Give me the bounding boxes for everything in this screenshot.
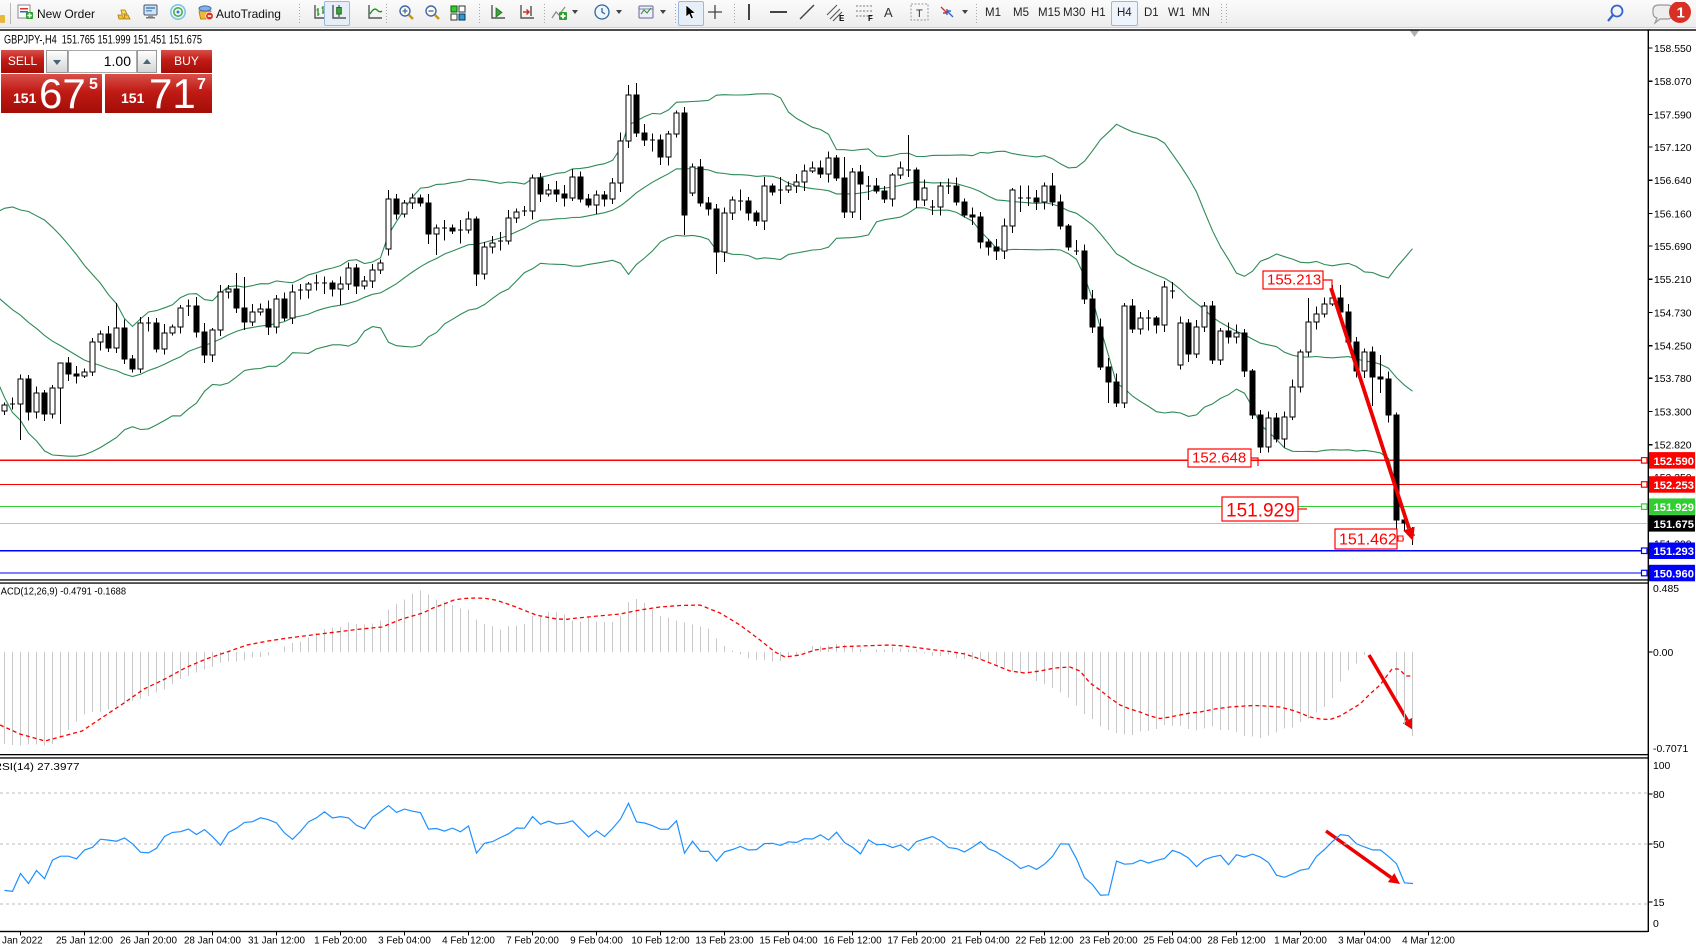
svg-text:152.820: 152.820 [1654,441,1692,452]
svg-text:15 Feb 04:00: 15 Feb 04:00 [759,936,818,947]
svg-text:158.070: 158.070 [1654,77,1692,88]
svg-text:1: 1 [1677,5,1685,22]
svg-text:157.120: 157.120 [1654,143,1692,154]
svg-text:152.253: 152.253 [1654,480,1694,492]
svg-text:1 Feb 20:00: 1 Feb 20:00 [314,936,367,947]
svg-text:151.462: 151.462 [1339,532,1397,549]
svg-text:151.929: 151.929 [1226,501,1295,522]
svg-text:151.293: 151.293 [1654,546,1694,558]
svg-text:50: 50 [1653,840,1665,851]
svg-text:T: T [916,8,923,20]
svg-text:GBPJPY-,H4 151.765 151.999 15: GBPJPY-,H4 151.765 151.999 151.451 151.6… [4,35,202,47]
svg-text:26 Jan 20:00: 26 Jan 20:00 [120,936,178,947]
svg-text:25 Jan 12:00: 25 Jan 12:00 [56,936,114,947]
svg-text:RSI(14) 27.3977: RSI(14) 27.3977 [0,762,80,773]
svg-text:3 Feb 04:00: 3 Feb 04:00 [378,936,431,947]
svg-text:31 Jan 12:00: 31 Jan 12:00 [248,936,306,947]
svg-text:100: 100 [1653,761,1671,772]
svg-text:0.485: 0.485 [1653,584,1679,595]
svg-text:13 Feb 23:00: 13 Feb 23:00 [695,936,754,947]
svg-text:153.780: 153.780 [1654,374,1692,385]
svg-text:151.675: 151.675 [1654,519,1694,531]
svg-text:155.210: 155.210 [1654,275,1692,286]
svg-text:158.550: 158.550 [1654,44,1692,55]
svg-text:28 Feb 12:00: 28 Feb 12:00 [1207,936,1266,947]
svg-text:154.250: 154.250 [1654,342,1692,353]
svg-text:16 Feb 12:00: 16 Feb 12:00 [823,936,882,947]
svg-text:4 Feb 12:00: 4 Feb 12:00 [442,936,495,947]
svg-text:4 Mar 12:00: 4 Mar 12:00 [1402,936,1455,947]
svg-text:3 Mar 04:00: 3 Mar 04:00 [1338,936,1391,947]
svg-text:0.00: 0.00 [1653,648,1673,659]
svg-text:7 Feb 20:00: 7 Feb 20:00 [506,936,559,947]
svg-text:155.213: 155.213 [1267,272,1321,289]
svg-text:155.690: 155.690 [1654,242,1692,253]
svg-text:25 Feb 04:00: 25 Feb 04:00 [1143,936,1202,947]
svg-text:23 Feb 20:00: 23 Feb 20:00 [1079,936,1138,947]
svg-text:151.929: 151.929 [1654,502,1694,514]
svg-text:21 Feb 04:00: 21 Feb 04:00 [951,936,1010,947]
svg-text:150.960: 150.960 [1654,569,1694,581]
svg-text:153.300: 153.300 [1654,408,1692,419]
svg-text:80: 80 [1653,790,1665,801]
svg-text:157.590: 157.590 [1654,111,1692,122]
svg-text:Jan 2022: Jan 2022 [2,936,43,947]
svg-text:-0.7071: -0.7071 [1653,744,1688,755]
svg-text:MACD(12,26,9) -0.4791 -0.1688: MACD(12,26,9) -0.4791 -0.1688 [0,587,126,598]
svg-text:156.160: 156.160 [1654,210,1692,221]
svg-text:152.590: 152.590 [1654,456,1694,468]
svg-text:154.730: 154.730 [1654,309,1692,320]
svg-text:17 Feb 20:00: 17 Feb 20:00 [887,936,946,947]
svg-text:0: 0 [1653,919,1659,930]
svg-text:9 Feb 04:00: 9 Feb 04:00 [570,936,623,947]
svg-text:152.648: 152.648 [1192,450,1246,467]
svg-text:28 Jan 04:00: 28 Jan 04:00 [184,936,242,947]
svg-text:1 Mar 20:00: 1 Mar 20:00 [1274,936,1327,947]
svg-text:15: 15 [1653,898,1665,909]
svg-text:F: F [868,14,873,22]
svg-text:22 Feb 12:00: 22 Feb 12:00 [1015,936,1074,947]
svg-text:E: E [839,14,845,22]
svg-text:10 Feb 12:00: 10 Feb 12:00 [631,936,690,947]
svg-text:156.640: 156.640 [1654,176,1692,187]
